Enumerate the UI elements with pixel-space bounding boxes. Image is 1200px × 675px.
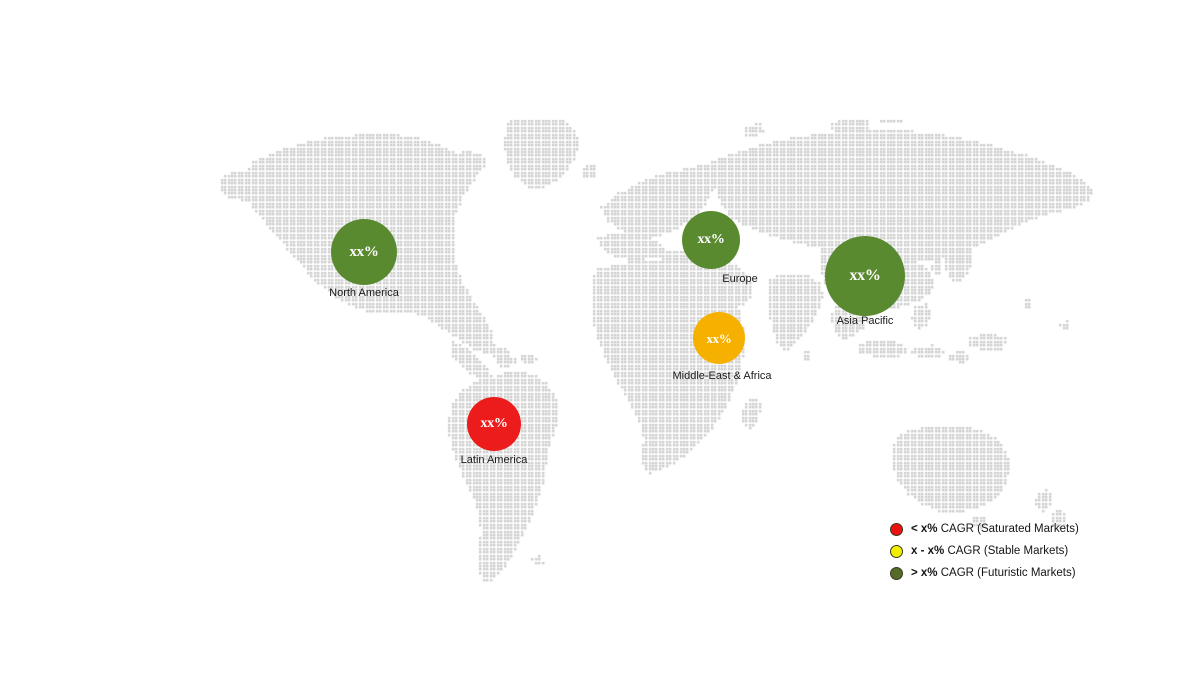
legend-label-futuristic: > x% CAGR (Futuristic Markets) [911,567,1076,579]
region-bubble-latin-america[interactable]: xx% [467,397,521,451]
legend-prefix-saturated: < x% [911,523,938,535]
legend-label-saturated: < x% CAGR (Saturated Markets) [911,523,1079,535]
region-bubble-north-america[interactable]: xx% [331,219,397,285]
legend-prefix-stable: x - x% [911,545,945,557]
region-label-asia-pacific: Asia Pacific [836,315,894,327]
legend-label-stable: x - x% CAGR (Stable Markets) [911,545,1068,557]
region-value-north-america: xx% [349,243,379,260]
region-value-middle-east-africa: xx% [706,330,732,346]
region-bubble-europe[interactable]: xx% [682,211,740,269]
region-label-latin-america: Latin America [460,454,528,466]
region-label-europe: Europe [722,273,758,285]
legend-description-stable: CAGR (Stable Markets) [944,545,1069,557]
legend-description-saturated: CAGR (Saturated Markets) [937,523,1079,535]
region-value-latin-america: xx% [480,416,508,431]
legend-description-futuristic: CAGR (Futuristic Markets) [937,567,1076,579]
legend-dot-saturated-icon [890,522,903,536]
legend-prefix-futuristic: > x% [911,567,938,579]
region-label-middle-east-africa: Middle-East & Africa [672,370,772,382]
region-value-asia-pacific: xx% [849,267,881,284]
legend-dot-stable-icon [890,544,903,558]
legend-item-saturated[interactable]: < x% CAGR (Saturated Markets) [890,518,1150,540]
legend-item-futuristic[interactable]: > x% CAGR (Futuristic Markets) [890,562,1150,584]
legend-item-stable[interactable]: x - x% CAGR (Stable Markets) [890,540,1150,562]
region-value-europe: xx% [697,232,725,247]
legend: < x% CAGR (Saturated Markets) x - x% CAGR… [890,518,1150,584]
region-bubble-asia-pacific[interactable]: xx% [825,236,905,316]
region-bubble-middle-east-africa[interactable]: xx% [693,312,745,364]
legend-dot-futuristic-icon [890,566,903,580]
region-label-north-america: North America [329,287,399,299]
